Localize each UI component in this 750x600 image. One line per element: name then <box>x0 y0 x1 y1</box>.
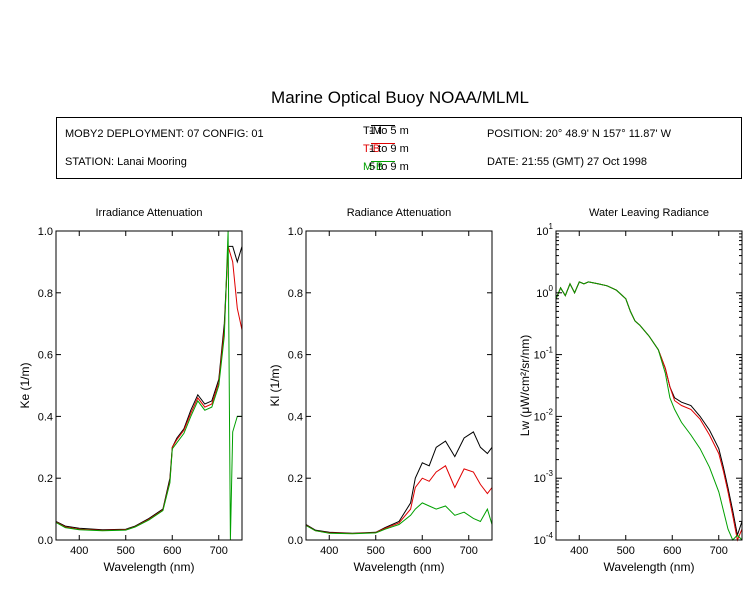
series-line <box>305 465 493 535</box>
position-text: POSITION: 20° 48.9' N 157° 11.87' W <box>487 128 671 140</box>
y-tick-label: 0.8 <box>288 288 303 300</box>
legend-range: 5 to 9 m <box>369 161 409 173</box>
y-tick-label: 10-2 <box>534 407 554 423</box>
legend-line <box>371 125 395 126</box>
x-tick-label: 600 <box>413 545 431 557</box>
y-tick-label: 0.6 <box>38 350 53 362</box>
y-tick-label: 10-4 <box>534 531 554 547</box>
chart-title: Irradiance Attenuation <box>95 207 202 219</box>
series-line <box>555 281 743 541</box>
legend-range: 1 to 5 m <box>369 125 409 137</box>
chart-title: Radiance Attenuation <box>347 207 452 219</box>
y-axis-label: Kl (1/m) <box>268 364 282 406</box>
y-tick-exponent: -3 <box>546 469 554 478</box>
chart-panel: Water Leaving Radiance 400 500 600 700 101 100… <box>518 207 743 574</box>
station-text: STATION: Lanai Mooring <box>65 156 187 168</box>
x-tick-label: 600 <box>663 545 681 557</box>
x-tick-label: 600 <box>163 545 181 557</box>
y-axis-label: Lw (μW/cm²/sr/nm) <box>518 335 532 437</box>
y-tick-exponent: 1 <box>549 222 554 231</box>
y-tick-label: 10-1 <box>534 346 554 362</box>
x-axis-label: Wavelength (nm) <box>604 560 695 574</box>
y-tick-label: 100 <box>536 284 553 300</box>
x-tick-label: 400 <box>570 545 588 557</box>
deployment-text: MOBY2 DEPLOYMENT: 07 CONFIG: 01 <box>65 128 264 140</box>
y-tick-label: 0.8 <box>38 288 53 300</box>
legend-code: M-B <box>363 161 384 173</box>
y-tick-label: 0.0 <box>38 535 53 547</box>
info-box: MOBY2 DEPLOYMENT: 07 CONFIG: 01 STATION:… <box>56 117 742 179</box>
series-line <box>555 281 743 542</box>
chart-title: Water Leaving Radiance <box>589 207 709 219</box>
y-tick-label: 0.2 <box>38 473 53 485</box>
legend-line <box>371 161 395 162</box>
chart-panel: Irradiance Attenuation 400 500 600 700 0.0 0.2… <box>18 207 243 574</box>
series-line <box>55 230 242 541</box>
x-axis-label: Wavelength (nm) <box>104 560 195 574</box>
x-tick-label: 400 <box>70 545 88 557</box>
x-tick-label: 500 <box>617 545 635 557</box>
y-tick-exponent: -4 <box>546 531 554 540</box>
series-line <box>305 502 493 535</box>
y-tick-label: 0.2 <box>288 473 303 485</box>
y-tick-label: 0.4 <box>38 411 53 423</box>
y-tick-label: 101 <box>536 222 553 238</box>
x-tick-label: 700 <box>710 545 728 557</box>
y-axis-label: Ke (1/m) <box>18 362 32 408</box>
date-text: DATE: 21:55 (GMT) 27 Oct 1998 <box>487 156 647 168</box>
y-tick-exponent: -1 <box>546 346 554 355</box>
series-line <box>55 245 243 531</box>
x-tick-label: 500 <box>117 545 135 557</box>
plot-frame <box>305 230 493 541</box>
y-tick-label: 0.6 <box>288 350 303 362</box>
legend-code: T-B <box>363 143 381 155</box>
plot-frame <box>555 230 743 541</box>
x-tick-label: 700 <box>210 545 228 557</box>
y-tick-label: 10-3 <box>534 469 554 485</box>
y-tick-exponent: 0 <box>549 284 554 293</box>
chart-panel: Radiance Attenuation 400 500 600 700 0.0 0.2 0.… <box>268 207 493 574</box>
y-tick-exponent: -2 <box>546 407 554 416</box>
x-tick-label: 400 <box>320 545 338 557</box>
legend-code: T-M <box>363 125 382 137</box>
y-tick-label: 1.0 <box>288 226 303 238</box>
y-tick-label: 0.0 <box>288 535 303 547</box>
plot-frame <box>55 230 243 541</box>
x-tick-label: 500 <box>367 545 385 557</box>
y-tick-label: 0.4 <box>288 411 303 423</box>
x-tick-label: 700 <box>460 545 478 557</box>
y-tick-label: 1.0 <box>38 226 53 238</box>
page-title: Marine Optical Buoy NOAA/MLML <box>271 88 529 107</box>
legend-line <box>371 143 395 144</box>
series-line <box>55 246 243 531</box>
legend-range: 1 to 9 m <box>369 143 409 155</box>
series-line <box>555 281 743 538</box>
series-line <box>305 431 493 534</box>
x-axis-label: Wavelength (nm) <box>354 560 445 574</box>
